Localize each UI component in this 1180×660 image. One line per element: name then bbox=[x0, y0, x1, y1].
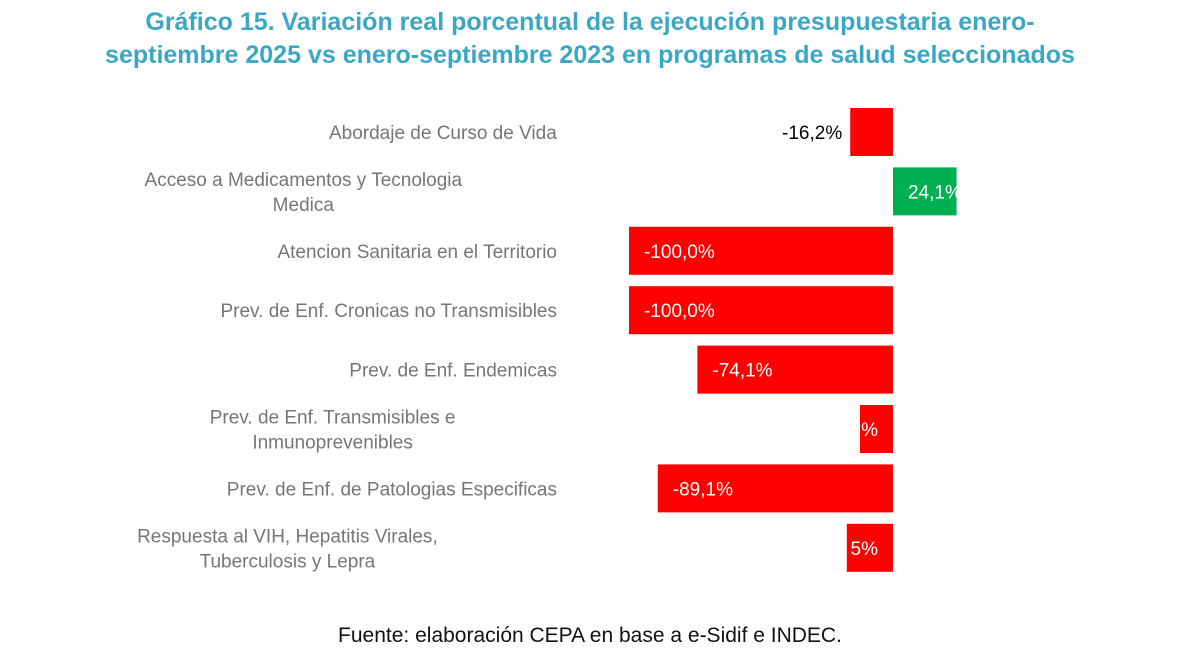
bar bbox=[697, 345, 893, 394]
data-label: -100,0% bbox=[644, 301, 715, 322]
category-label-line: Prev. de Enf. Endemicas bbox=[349, 361, 557, 382]
data-label: % bbox=[861, 420, 878, 441]
data-label: 5% bbox=[851, 539, 879, 560]
category-label-line: Tuberculosis y Lepra bbox=[200, 551, 376, 572]
chart-title-line-1: Gráfico 15. Variación real porcentual de… bbox=[145, 8, 1035, 36]
bar-group: Abordaje de Curso de Vida -16,2% bbox=[329, 108, 893, 156]
bar-group: Prev. de Enf. Endemicas -74,1% bbox=[349, 345, 893, 394]
data-label: 24,1% bbox=[908, 182, 962, 203]
data-label: -100,0% bbox=[644, 242, 715, 263]
bar-group: Prev. de Enf. Transmisibles e Inmunopreve… bbox=[210, 405, 893, 454]
category-label: Prev. de Enf. Transmisibles e Inmunopreve… bbox=[210, 408, 456, 454]
category-label-line: Prev. de Enf. Transmisibles e bbox=[210, 408, 456, 429]
category-label: Acceso a Medicamentos y Tecnologia Medica bbox=[145, 170, 463, 216]
category-label-line: Prev. de Enf. Cronicas no Transmisibles bbox=[220, 301, 557, 322]
chart-title: Gráfico 15. Variación real porcentual de… bbox=[0, 6, 1180, 72]
category-label-line: Acceso a Medicamentos y Tecnologia bbox=[145, 170, 463, 191]
bar bbox=[629, 286, 893, 335]
bar-group: Atencion Sanitaria en el Territorio -100,… bbox=[277, 226, 893, 275]
category-label-line: Respuesta al VIH, Hepatitis Virales, bbox=[137, 526, 438, 547]
category-label-line: Atencion Sanitaria en el Territorio bbox=[277, 242, 557, 263]
bar-group: Acceso a Medicamentos y Tecnologia Medica… bbox=[145, 167, 962, 216]
source-note: Fuente: elaboración CEPA en base a e-Sid… bbox=[338, 624, 842, 647]
category-label-line: Abordaje de Curso de Vida bbox=[329, 123, 557, 144]
category-label: Abordaje de Curso de Vida bbox=[329, 123, 557, 144]
category-label-line: Medica bbox=[273, 195, 335, 216]
category-label: Prev. de Enf. Endemicas bbox=[349, 361, 557, 382]
bar-group: Respuesta al VIH, Hepatitis Virales, Tube… bbox=[137, 523, 893, 572]
bar-chart: Abordaje de Curso de Vida -16,2% Acceso a … bbox=[137, 108, 962, 572]
category-label: Respuesta al VIH, Hepatitis Virales, Tube… bbox=[137, 526, 438, 572]
data-label: -16,2% bbox=[782, 123, 842, 144]
category-label: Prev. de Enf. Cronicas no Transmisibles bbox=[220, 301, 557, 322]
bar bbox=[629, 226, 893, 275]
category-label: Atencion Sanitaria en el Territorio bbox=[277, 242, 557, 263]
bar bbox=[657, 464, 893, 513]
bar-group: Prev. de Enf. de Patologias Especificas -… bbox=[227, 464, 893, 513]
data-label: -74,1% bbox=[712, 361, 772, 382]
bar bbox=[893, 167, 957, 216]
bar bbox=[860, 405, 893, 453]
category-label-line: Prev. de Enf. de Patologias Especificas bbox=[227, 479, 557, 500]
data-label: -89,1% bbox=[673, 479, 733, 500]
bar bbox=[846, 523, 893, 572]
bar-group: Prev. de Enf. Cronicas no Transmisibles -… bbox=[220, 286, 893, 335]
chart-title-line-2: septiembre 2025 vs enero-septiembre 2023… bbox=[105, 41, 1075, 69]
category-label: Prev. de Enf. de Patologias Especificas bbox=[227, 479, 557, 500]
bar bbox=[850, 108, 893, 156]
category-label-line: Inmunoprevenibles bbox=[252, 433, 413, 454]
